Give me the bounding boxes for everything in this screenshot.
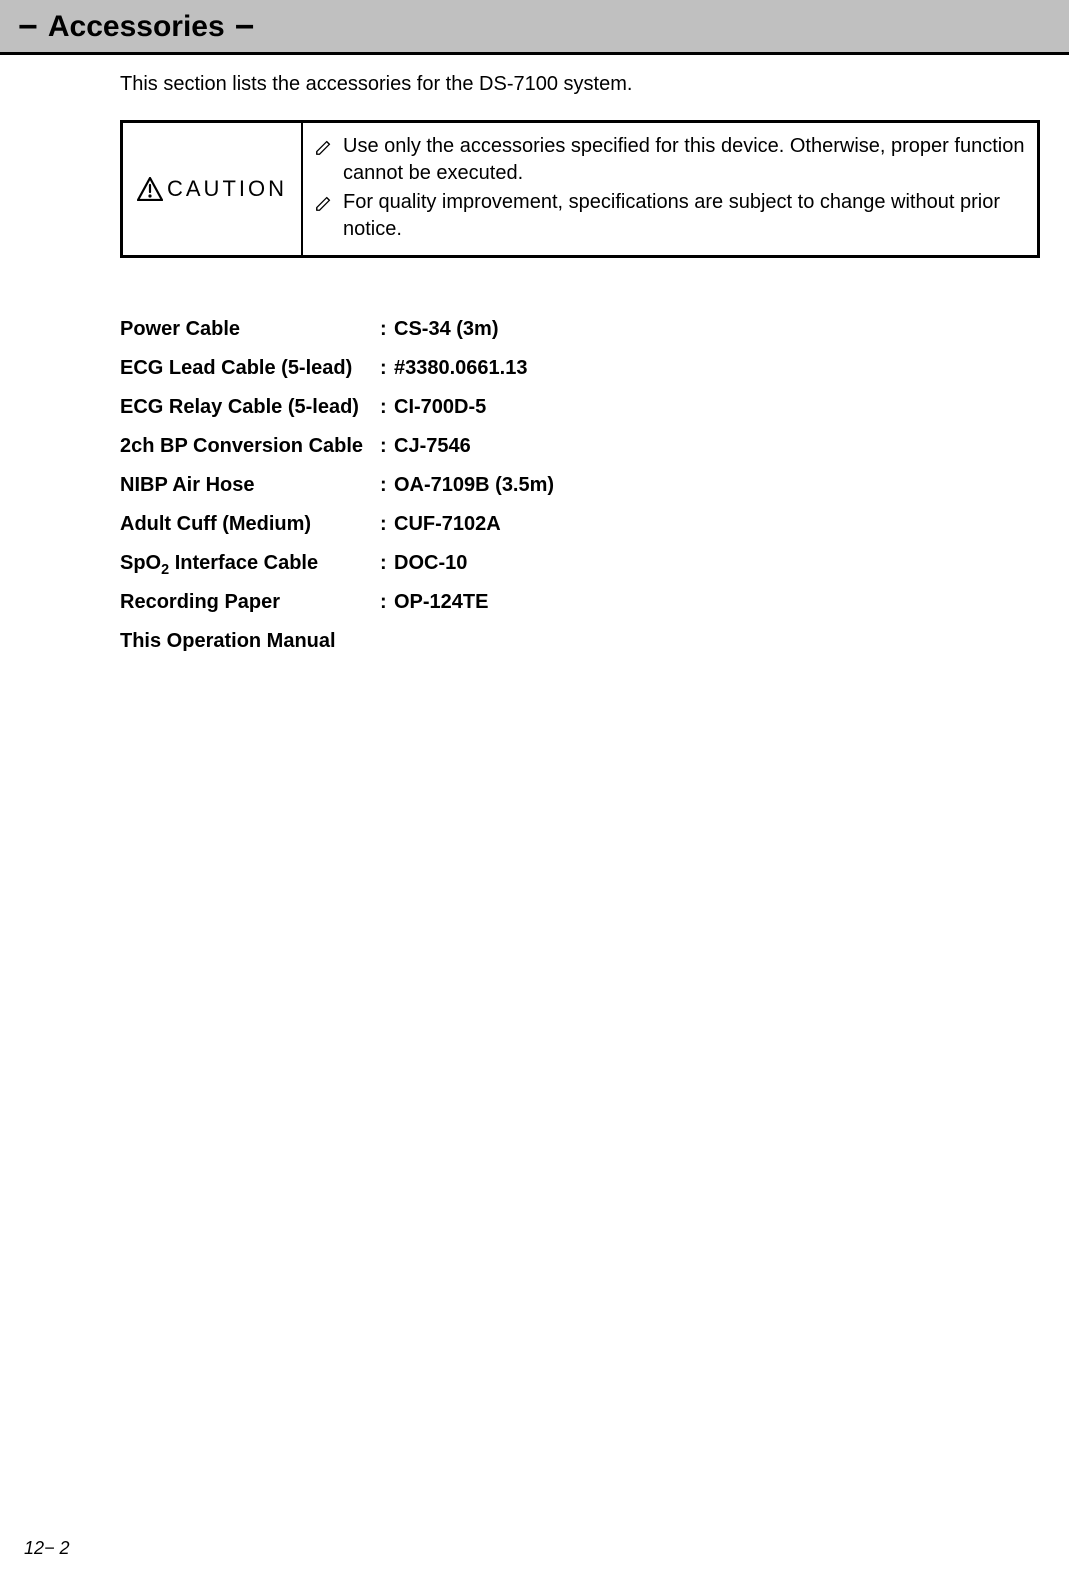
pencil-icon [315,137,335,164]
accessory-row: ECG Lead Cable (5-lead):#3380.0661.13 [120,357,1039,380]
caution-item: For quality improvement, specifications … [315,189,1029,243]
accessory-colon: : [380,357,394,380]
accessory-row: Recording Paper:OP-124TE [120,591,1039,614]
accessory-value: DOC-10 [394,552,1039,575]
page-number: 12− 2 [24,1538,70,1559]
accessory-colon: : [380,435,394,458]
caution-label: CAUTION [137,176,287,202]
caution-item: Use only the accessories specified for t… [315,133,1029,187]
accessory-value: CUF-7102A [394,513,1039,536]
accessory-colon: : [380,474,394,497]
accessory-label: SpO2 Interface Cable [120,552,380,575]
warning-triangle-icon [137,177,163,201]
intro-text: This section lists the accessories for t… [120,73,1039,96]
caution-word: CAUTION [167,176,287,202]
accessory-row: Adult Cuff (Medium):CUF-7102A [120,513,1039,536]
accessory-label: ECG Lead Cable (5-lead) [120,357,380,380]
accessories-list: Power Cable:CS-34 (3m)ECG Lead Cable (5-… [120,318,1039,653]
accessory-row: SpO2 Interface Cable:DOC-10 [120,552,1039,575]
content-area: This section lists the accessories for t… [0,55,1069,653]
accessory-row: ECG Relay Cable (5-lead):CI-700D-5 [120,396,1039,419]
accessory-label: 2ch BP Conversion Cable [120,435,380,458]
accessory-colon: : [380,513,394,536]
accessory-colon: : [380,552,394,575]
caution-item-text: For quality improvement, specifications … [343,189,1029,243]
page: − Accessories − This section lists the a… [0,0,1069,1579]
accessory-label: NIBP Air Hose [120,474,380,497]
accessory-value: #3380.0661.13 [394,357,1039,380]
section-header-bar: − Accessories − [0,0,1069,55]
accessory-colon: : [380,396,394,419]
accessory-value: OA-7109B (3.5m) [394,474,1039,497]
accessory-colon: : [380,318,394,341]
accessory-row: Power Cable:CS-34 (3m) [120,318,1039,341]
accessory-label: Power Cable [120,318,380,341]
accessory-row: This Operation Manual [120,630,1039,653]
accessory-row: 2ch BP Conversion Cable:CJ-7546 [120,435,1039,458]
caution-item-text: Use only the accessories specified for t… [343,133,1029,187]
pencil-icon [315,193,335,220]
accessory-label: This Operation Manual [120,630,380,653]
accessory-label: Adult Cuff (Medium) [120,513,380,536]
caution-label-cell: CAUTION [123,123,303,255]
accessory-row: NIBP Air Hose:OA-7109B (3.5m) [120,474,1039,497]
accessory-colon: : [380,591,394,614]
accessory-label: Recording Paper [120,591,380,614]
accessory-value: CS-34 (3m) [394,318,1039,341]
caution-box: CAUTION Use only the accessories specifi… [120,120,1040,258]
accessory-value: CJ-7546 [394,435,1039,458]
caution-text-cell: Use only the accessories specified for t… [303,123,1037,255]
accessory-value: CI-700D-5 [394,396,1039,419]
header-dash-right: − [235,10,255,44]
accessory-value: OP-124TE [394,591,1039,614]
header-dash-left: − [18,10,38,44]
accessory-label: ECG Relay Cable (5-lead) [120,396,380,419]
section-title: Accessories [48,12,225,42]
